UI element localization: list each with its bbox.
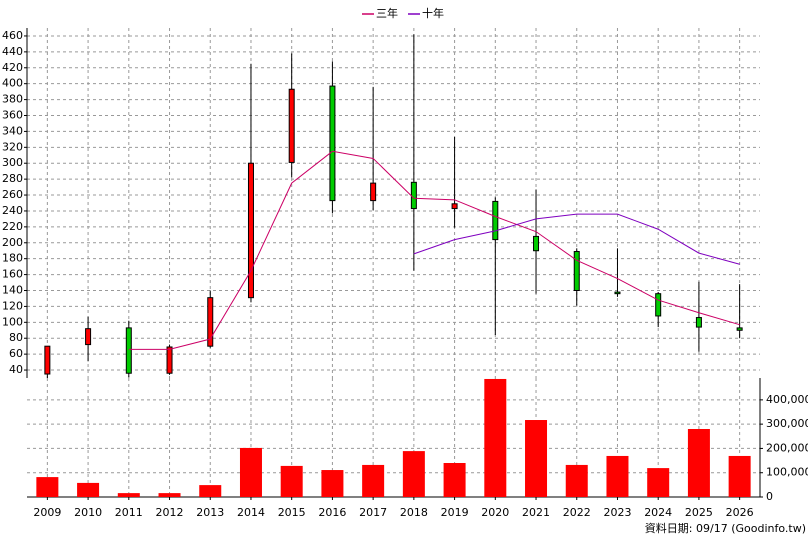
- y-tick-label: 40: [9, 363, 23, 376]
- volume-bar: [728, 455, 751, 497]
- x-tick-label: 2012: [156, 506, 184, 519]
- y-tick-label: 320: [2, 140, 23, 153]
- x-tick-label: 2026: [726, 506, 754, 519]
- x-tick-label: 2024: [644, 506, 672, 519]
- x-tick-label: 2009: [33, 506, 61, 519]
- legend-label: 三年: [376, 6, 398, 20]
- y-tick-label: 340: [2, 124, 23, 137]
- volume-bar: [117, 493, 140, 497]
- footer: 資料日期: 09/17 (Goodinfo.tw): [645, 521, 806, 535]
- volume-bar: [565, 464, 588, 497]
- y-tick-label: 160: [2, 268, 23, 281]
- x-tick-label: 2017: [359, 506, 387, 519]
- volume-bar: [647, 468, 670, 497]
- candle-body: [247, 162, 254, 299]
- x-tick-label: 2022: [563, 506, 591, 519]
- y-tick-label: 220: [2, 220, 23, 233]
- candle-body: [492, 200, 499, 241]
- y-tick-label: 60: [9, 347, 23, 360]
- y-tick-label: 440: [2, 45, 23, 58]
- candle-body: [329, 85, 336, 202]
- volume-bar: [77, 482, 100, 497]
- y-tick-label: 0: [766, 490, 773, 503]
- y-tick-label: 300: [2, 156, 23, 169]
- legend-label: 十年: [422, 6, 444, 20]
- x-tick-label: 2020: [481, 506, 509, 519]
- x-tick-label: 2025: [685, 506, 713, 519]
- y-tick-label: 140: [2, 284, 23, 297]
- volume-bar: [280, 465, 303, 497]
- candle-body: [44, 345, 51, 375]
- y-tick-label: 420: [2, 61, 23, 74]
- candle-body: [207, 297, 214, 347]
- candle-body: [573, 251, 580, 291]
- y-tick-label: 100,000: [766, 466, 808, 479]
- ma-line: [128, 150, 740, 350]
- y-tick-label: 240: [2, 204, 23, 217]
- x-tick-label: 2016: [318, 506, 346, 519]
- volume-bar: [484, 378, 507, 497]
- candle-body: [695, 317, 702, 328]
- y-tick-label: 200: [2, 236, 23, 249]
- x-tick-label: 2023: [603, 506, 631, 519]
- x-tick-label: 2021: [522, 506, 550, 519]
- x-tick-label: 2019: [441, 506, 469, 519]
- volume-bar: [402, 451, 425, 497]
- candle-body: [655, 293, 662, 317]
- candle-body: [451, 203, 458, 210]
- y-tick-label: 200,000: [766, 441, 808, 454]
- x-tick-label: 2015: [278, 506, 306, 519]
- y-tick-label: 80: [9, 331, 23, 344]
- volume-bar: [443, 463, 466, 497]
- volume-bar: [199, 485, 222, 497]
- volume-bar: [687, 429, 710, 497]
- y-tick-label: 260: [2, 188, 23, 201]
- x-tick-label: 2014: [237, 506, 265, 519]
- y-tick-label: 300,000: [766, 417, 808, 430]
- y-tick-label: 380: [2, 93, 23, 106]
- candle-body: [125, 327, 132, 374]
- volume-bar: [158, 493, 181, 497]
- volume-bar: [525, 420, 548, 497]
- y-tick-label: 100: [2, 315, 23, 328]
- ma-line: [413, 213, 740, 265]
- volume-bar: [239, 447, 262, 497]
- y-tick-label: 360: [2, 109, 23, 122]
- candle-body: [736, 327, 743, 331]
- volume-bar: [606, 455, 629, 497]
- candle-body: [370, 182, 377, 202]
- y-tick-label: 280: [2, 172, 23, 185]
- volume-bar: [36, 477, 59, 497]
- volume-bar: [362, 464, 385, 497]
- x-tick-label: 2010: [74, 506, 102, 519]
- y-tick-label: 120: [2, 299, 23, 312]
- y-tick-label: 400,000: [766, 393, 808, 406]
- candle-body: [533, 235, 540, 252]
- candle-body: [614, 291, 621, 295]
- y-tick-label: 400: [2, 77, 23, 90]
- candle-body: [85, 328, 92, 346]
- volume-bar: [321, 470, 344, 497]
- candle-body: [166, 346, 173, 374]
- x-tick-label: 2013: [196, 506, 224, 519]
- y-tick-label: 460: [2, 29, 23, 42]
- x-tick-label: 2011: [115, 506, 143, 519]
- candle-body: [288, 88, 295, 163]
- x-tick-label: 2018: [400, 506, 428, 519]
- candle-body: [410, 181, 417, 210]
- y-tick-label: 180: [2, 252, 23, 265]
